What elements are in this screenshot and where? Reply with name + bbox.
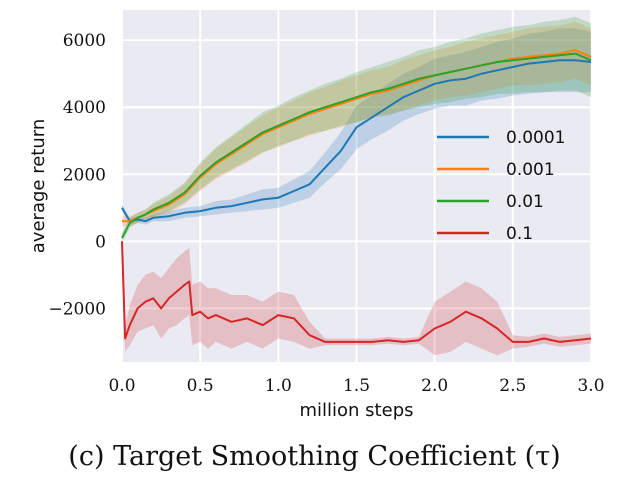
legend-label: 0.1	[506, 224, 533, 244]
series-line-0.0001	[121, 59, 592, 223]
legend-label: 0.01	[506, 192, 544, 212]
x-axis-label: million steps	[300, 400, 414, 421]
x-tick-labels: 0.0 0.5 1.0 1.5 2.0 2.5 3.0	[108, 376, 604, 396]
y-tick-label: −2000	[48, 299, 106, 319]
series-band-0.1	[122, 231, 591, 356]
figure-caption: (c) Target Smoothing Coefficient (τ)	[68, 441, 561, 472]
x-tick-label: 0.5	[187, 376, 214, 396]
y-tick-label: 6000	[63, 31, 106, 51]
x-tick-label: 0.0	[108, 376, 135, 396]
series-lines	[121, 49, 592, 343]
line-chart: 0.0 0.5 1.0 1.5 2.0 2.5 3.0 −2000 0 2000 4000 6000…	[28, 10, 605, 421]
y-axis-label: average return	[28, 119, 49, 253]
legend-label: 0.0001	[506, 128, 565, 148]
y-tick-labels: −2000 0 2000 4000 6000	[48, 31, 106, 319]
legend: 0.0001 0.001 0.01 0.1	[437, 128, 565, 244]
y-tick-label: 0	[95, 232, 106, 252]
series-line-0.1	[121, 241, 592, 343]
grid-lines	[121, 10, 592, 362]
series-line-0.01	[121, 52, 592, 239]
series-line-0.001	[122, 49, 592, 223]
x-tick-label: 2.5	[499, 376, 526, 396]
series-band-0.01	[122, 16, 591, 244]
y-tick-label: 2000	[63, 165, 106, 185]
y-tick-label: 4000	[63, 98, 106, 118]
x-tick-label: 1.0	[265, 376, 292, 396]
x-tick-label: 2.0	[421, 376, 448, 396]
x-tick-label: 3.0	[577, 376, 604, 396]
legend-label: 0.001	[506, 160, 555, 180]
x-tick-label: 1.5	[343, 376, 370, 396]
series-band-0.001	[122, 21, 591, 227]
